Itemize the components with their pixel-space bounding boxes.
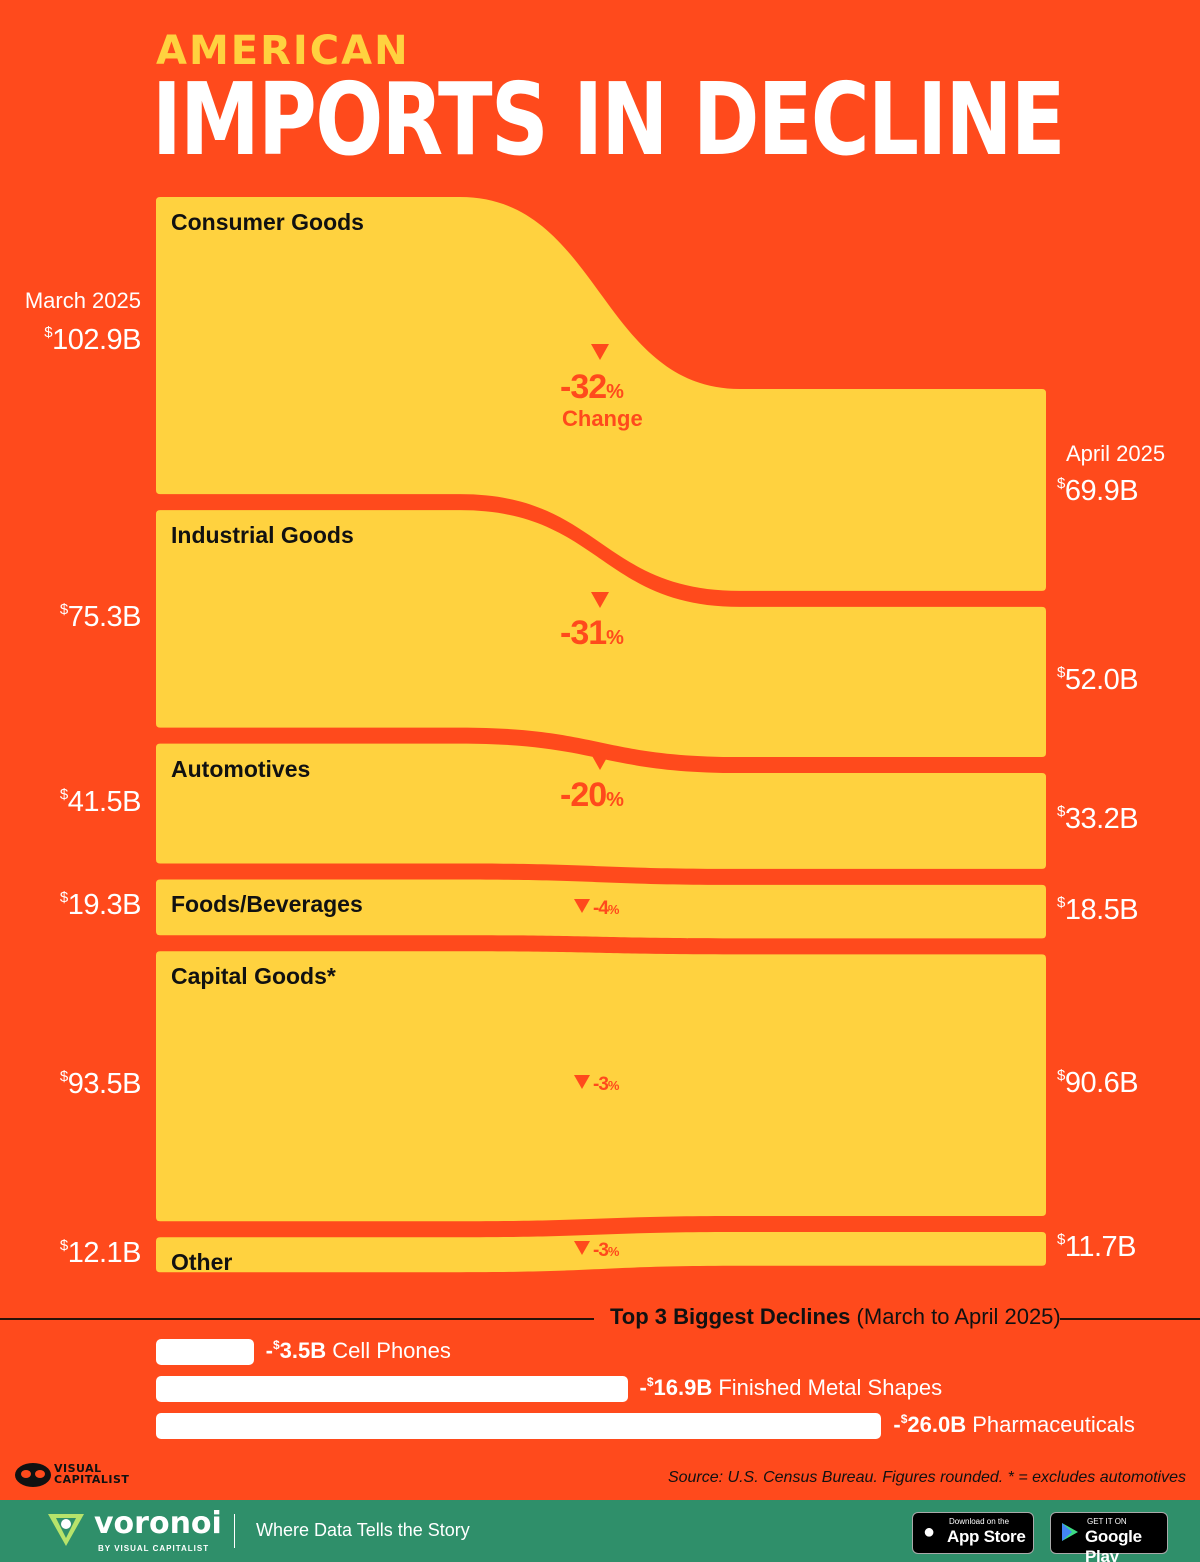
- march-value: $41.5B: [59, 785, 142, 818]
- change-label: Change: [562, 405, 643, 431]
- april-date-label: April 2025: [1066, 441, 1166, 466]
- flow-band-2: [156, 743, 1046, 869]
- source-note: Source: U.S. Census Bureau. Figures roun…: [667, 1469, 1186, 1486]
- april-value: $90.6B: [1057, 1067, 1139, 1100]
- google-play-label: Google Play: [1085, 1527, 1142, 1562]
- category-label: Foods/Beverages: [171, 891, 363, 918]
- flow-band-0: [156, 197, 1046, 591]
- march-value: $19.3B: [59, 889, 142, 922]
- percent-change: -4%: [574, 898, 619, 920]
- declines-title-rest: (March to April 2025): [856, 1304, 1061, 1329]
- divider-left: [0, 1318, 594, 1320]
- percent-change: -32%: [560, 367, 624, 406]
- march-date-label: March 2025: [24, 287, 141, 313]
- app-store-button[interactable]: ● Download on the App Store: [912, 1512, 1034, 1554]
- march-value: $12.1B: [59, 1236, 142, 1269]
- footer-divider: [234, 1514, 235, 1548]
- april-value: $18.5B: [1057, 893, 1139, 926]
- google-play-small: GET IT ON: [1087, 1517, 1127, 1526]
- flow-band-3: [156, 879, 1046, 939]
- flow-band-5: [156, 1232, 1046, 1273]
- down-arrow-icon: [591, 343, 609, 365]
- category-label: Capital Goods*: [171, 963, 336, 990]
- april-value: $52.0B: [1057, 663, 1139, 696]
- decline-bar: [156, 1413, 882, 1439]
- decline-label: -$3.5B Cell Phones: [265, 1338, 451, 1363]
- april-value: $11.7B: [1057, 1230, 1136, 1263]
- category-label: Automotives: [171, 755, 311, 782]
- tagline: Where Data Tells the Story: [256, 1520, 470, 1540]
- vc-line2: CAPITALIST: [54, 1473, 130, 1486]
- category-label: Consumer Goods: [171, 209, 364, 235]
- down-arrow-icon: [591, 592, 609, 613]
- april-value: $69.9B: [1057, 475, 1139, 507]
- declines-title-bold: Top 3 Biggest Declines: [610, 1304, 851, 1329]
- category-label: Industrial Goods: [171, 522, 354, 549]
- divider-right: [1060, 1318, 1200, 1320]
- decline-label: -$26.0B Pharmaceuticals: [893, 1412, 1135, 1437]
- flow-chart: [156, 197, 1046, 1273]
- march-value: $93.5B: [59, 1068, 142, 1101]
- flow-band-1: [156, 510, 1046, 758]
- down-arrow-icon: [574, 1240, 590, 1255]
- declines-title: Top 3 Biggest Declines (March to April 2…: [610, 1304, 1061, 1330]
- decline-label: -$16.9B Finished Metal Shapes: [639, 1375, 943, 1400]
- google-play-button[interactable]: GET IT ON Google Play: [1050, 1512, 1168, 1562]
- visual-capitalist-wordmark: VISUAL CAPITALIST: [54, 1463, 129, 1485]
- decline-bar: [156, 1339, 254, 1365]
- voronoi-wordmark[interactable]: voronoi: [94, 1506, 222, 1541]
- headline-title: IMPORTS IN DECLINE: [152, 61, 1066, 178]
- flow-band-4: [156, 951, 1046, 1222]
- decline-bar: [156, 1376, 628, 1402]
- down-arrow-icon: [591, 754, 609, 775]
- april-value: $33.2B: [1057, 802, 1139, 835]
- google-play-icon: [1061, 1522, 1079, 1547]
- vc-line1: VISUAL: [54, 1462, 102, 1475]
- apple-icon: ●: [923, 1521, 936, 1543]
- kicker-title: AMERICAN: [156, 28, 410, 74]
- app-store-label: App Store: [947, 1527, 1026, 1546]
- march-value: $102.9B: [44, 323, 141, 356]
- voronoi-logo-icon: [44, 1510, 88, 1555]
- down-arrow-icon: [574, 898, 590, 913]
- voronoi-byline: BY VISUAL CAPITALIST: [98, 1544, 210, 1553]
- category-label: Other: [171, 1249, 233, 1276]
- percent-change: -31%: [560, 614, 624, 653]
- down-arrow-icon: [574, 1074, 590, 1089]
- visual-capitalist-logo-icon: [14, 1458, 52, 1493]
- percent-change: -3%: [574, 1074, 619, 1096]
- march-value: $75.3B: [59, 600, 142, 633]
- app-store-small: Download on the: [949, 1517, 1010, 1526]
- percent-change: -3%: [574, 1240, 619, 1262]
- percent-change: -20%: [560, 776, 624, 815]
